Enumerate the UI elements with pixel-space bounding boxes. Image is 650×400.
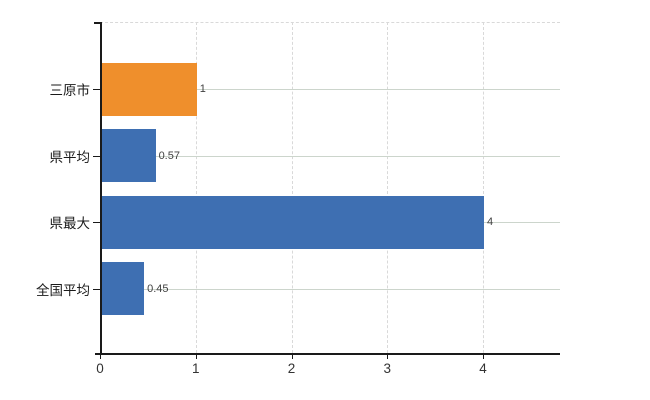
y-axis-tick bbox=[93, 288, 100, 290]
x-axis-tick bbox=[195, 353, 197, 359]
value-label: 1 bbox=[199, 83, 206, 95]
x-axis-tick bbox=[387, 353, 389, 359]
bar bbox=[101, 195, 484, 249]
gridline-horizontal bbox=[100, 288, 560, 290]
x-axis-tick bbox=[291, 353, 293, 359]
y-axis-tick bbox=[93, 222, 100, 223]
value-label: 0.45 bbox=[147, 282, 169, 295]
x-tick-label: 0 bbox=[96, 361, 104, 376]
gridline-vertical bbox=[483, 22, 484, 353]
gridline-horizontal bbox=[100, 89, 560, 90]
category-label: 全国平均 bbox=[36, 282, 90, 298]
x-axis-tick bbox=[483, 353, 484, 359]
y-axis-top-tick bbox=[94, 22, 100, 24]
category-label: 県最大 bbox=[49, 216, 91, 231]
x-tick-label: 3 bbox=[383, 361, 392, 376]
gridline-vertical bbox=[387, 22, 389, 353]
gridline-top bbox=[100, 22, 560, 23]
gridline-vertical bbox=[195, 22, 197, 353]
y-axis-tick bbox=[93, 155, 100, 157]
x-tick-label: 4 bbox=[479, 361, 487, 376]
bar bbox=[101, 129, 156, 182]
gridline-horizontal bbox=[100, 155, 560, 157]
x-tick-label: 2 bbox=[287, 361, 296, 376]
y-axis bbox=[100, 22, 102, 353]
x-axis-tick bbox=[100, 353, 101, 359]
value-label: 4 bbox=[487, 216, 494, 228]
category-label: 県平均 bbox=[49, 149, 91, 165]
bar bbox=[101, 62, 197, 116]
category-label: 三原市 bbox=[49, 83, 91, 98]
x-tick-label: 1 bbox=[191, 361, 200, 376]
y-axis-tick bbox=[93, 89, 100, 90]
x-axis bbox=[95, 353, 560, 355]
bar bbox=[101, 262, 145, 315]
gridline-vertical bbox=[291, 22, 293, 353]
value-label: 0.57 bbox=[158, 149, 180, 162]
